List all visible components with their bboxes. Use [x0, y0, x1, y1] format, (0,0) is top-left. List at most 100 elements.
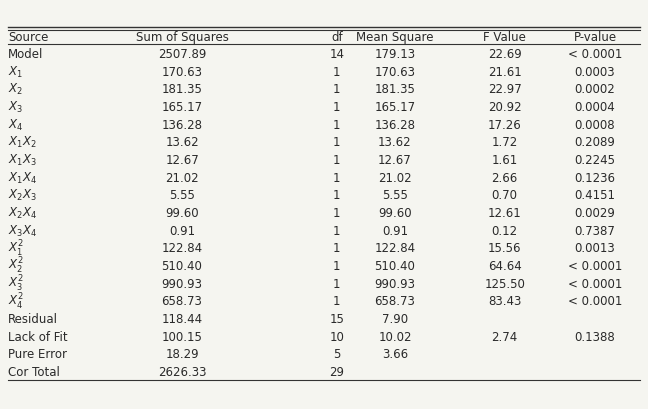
Text: 658.73: 658.73: [375, 295, 415, 308]
Text: $X_4$: $X_4$: [8, 117, 23, 133]
Text: 1: 1: [333, 278, 341, 291]
Text: 0.2245: 0.2245: [575, 154, 616, 167]
Text: 1: 1: [333, 101, 341, 114]
Text: Mean Square: Mean Square: [356, 31, 434, 44]
Text: 2.66: 2.66: [492, 171, 518, 184]
Text: 10: 10: [329, 330, 344, 344]
Text: 658.73: 658.73: [161, 295, 202, 308]
Text: 100.15: 100.15: [161, 330, 202, 344]
Text: < 0.0001: < 0.0001: [568, 260, 622, 273]
Text: 125.50: 125.50: [484, 278, 525, 291]
Text: 13.62: 13.62: [165, 136, 199, 149]
Text: 13.62: 13.62: [378, 136, 411, 149]
Text: $X_3X_4$: $X_3X_4$: [8, 224, 37, 238]
Text: 1: 1: [333, 225, 341, 238]
Text: 83.43: 83.43: [488, 295, 522, 308]
Text: 22.97: 22.97: [488, 83, 522, 96]
Text: 0.0002: 0.0002: [575, 83, 616, 96]
Text: 0.4151: 0.4151: [575, 189, 616, 202]
Text: 17.26: 17.26: [488, 119, 522, 132]
Text: 10.02: 10.02: [378, 330, 411, 344]
Text: 170.63: 170.63: [375, 65, 415, 79]
Text: 18.29: 18.29: [165, 348, 199, 361]
Text: 0.0008: 0.0008: [575, 119, 616, 132]
Text: 99.60: 99.60: [165, 207, 199, 220]
Text: 0.0004: 0.0004: [575, 101, 616, 114]
Text: 1.72: 1.72: [492, 136, 518, 149]
Text: 0.7387: 0.7387: [575, 225, 616, 238]
Text: 0.0013: 0.0013: [575, 242, 616, 255]
Text: $X_2$: $X_2$: [8, 82, 23, 97]
Text: $X_1X_2$: $X_1X_2$: [8, 135, 36, 150]
Text: 1: 1: [333, 171, 341, 184]
Text: 510.40: 510.40: [375, 260, 415, 273]
Text: 1: 1: [333, 207, 341, 220]
Text: Source: Source: [8, 31, 48, 44]
Text: 122.84: 122.84: [375, 242, 415, 255]
Text: 29: 29: [329, 366, 344, 379]
Text: Lack of Fit: Lack of Fit: [8, 330, 67, 344]
Text: 1: 1: [333, 119, 341, 132]
Text: < 0.0001: < 0.0001: [568, 295, 622, 308]
Text: 21.02: 21.02: [378, 171, 411, 184]
Text: $X_1$: $X_1$: [8, 65, 23, 80]
Text: 2626.33: 2626.33: [158, 366, 206, 379]
Text: 1: 1: [333, 154, 341, 167]
Text: 0.1388: 0.1388: [575, 330, 616, 344]
Text: $X_3$: $X_3$: [8, 100, 23, 115]
Text: 990.93: 990.93: [375, 278, 415, 291]
Text: $X_1X_3$: $X_1X_3$: [8, 153, 36, 168]
Text: 181.35: 181.35: [161, 83, 202, 96]
Text: 1: 1: [333, 189, 341, 202]
Text: 12.67: 12.67: [378, 154, 412, 167]
Text: 21.02: 21.02: [165, 171, 199, 184]
Text: $X_2^2$: $X_2^2$: [8, 256, 24, 276]
Text: 12.67: 12.67: [165, 154, 199, 167]
Text: 510.40: 510.40: [161, 260, 202, 273]
Text: 2507.89: 2507.89: [158, 48, 206, 61]
Text: 3.66: 3.66: [382, 348, 408, 361]
Text: 122.84: 122.84: [161, 242, 203, 255]
Text: Cor Total: Cor Total: [8, 366, 60, 379]
Text: Sum of Squares: Sum of Squares: [135, 31, 229, 44]
Text: Residual: Residual: [8, 313, 58, 326]
Text: 118.44: 118.44: [161, 313, 203, 326]
Text: 15.56: 15.56: [488, 242, 522, 255]
Text: 181.35: 181.35: [375, 83, 415, 96]
Text: 12.61: 12.61: [488, 207, 522, 220]
Text: 5.55: 5.55: [382, 189, 408, 202]
Text: 15: 15: [329, 313, 344, 326]
Text: 1: 1: [333, 242, 341, 255]
Text: 2.74: 2.74: [492, 330, 518, 344]
Text: 136.28: 136.28: [375, 119, 415, 132]
Text: 0.91: 0.91: [169, 225, 195, 238]
Text: $X_3^2$: $X_3^2$: [8, 274, 24, 294]
Text: 0.1236: 0.1236: [575, 171, 616, 184]
Text: 136.28: 136.28: [161, 119, 203, 132]
Text: 5.55: 5.55: [169, 189, 195, 202]
Text: 0.0003: 0.0003: [575, 65, 616, 79]
Text: $X_4^2$: $X_4^2$: [8, 292, 24, 312]
Text: 1: 1: [333, 136, 341, 149]
Text: Model: Model: [8, 48, 43, 61]
Text: df: df: [331, 31, 343, 44]
Text: < 0.0001: < 0.0001: [568, 278, 622, 291]
Text: 1.61: 1.61: [492, 154, 518, 167]
Text: 990.93: 990.93: [161, 278, 203, 291]
Text: 0.12: 0.12: [492, 225, 518, 238]
Text: 179.13: 179.13: [375, 48, 415, 61]
Text: 170.63: 170.63: [161, 65, 203, 79]
Text: 5: 5: [333, 348, 341, 361]
Text: 21.61: 21.61: [488, 65, 522, 79]
Text: 1: 1: [333, 260, 341, 273]
Text: 165.17: 165.17: [161, 101, 203, 114]
Text: $X_1X_4$: $X_1X_4$: [8, 171, 37, 186]
Text: 1: 1: [333, 83, 341, 96]
Text: P-value: P-value: [573, 31, 616, 44]
Text: 0.0029: 0.0029: [575, 207, 616, 220]
Text: 1: 1: [333, 295, 341, 308]
Text: 22.69: 22.69: [488, 48, 522, 61]
Text: < 0.0001: < 0.0001: [568, 48, 622, 61]
Text: $X_2X_3$: $X_2X_3$: [8, 188, 36, 203]
Text: 0.2089: 0.2089: [575, 136, 616, 149]
